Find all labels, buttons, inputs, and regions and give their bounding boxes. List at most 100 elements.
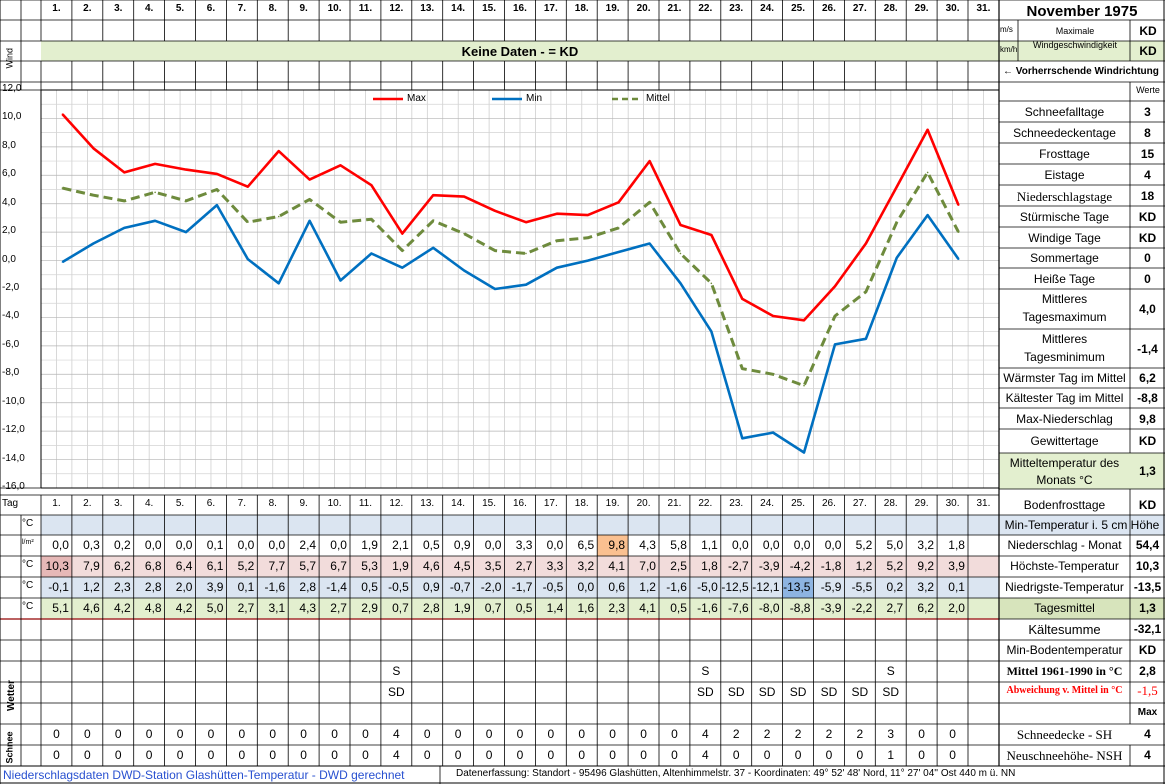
stat-value: 3 [1144, 104, 1151, 119]
table-cell: 5,7 [299, 559, 317, 573]
snow-cell: 0 [671, 727, 678, 741]
stat-value: -1,4 [1137, 341, 1158, 356]
snow-cell: 0 [949, 727, 956, 741]
data-point [92, 194, 95, 196]
snow-cell: 0 [918, 748, 925, 762]
data-point [679, 282, 682, 285]
day-header: 17. [543, 498, 558, 509]
schnee-label: Schnee [4, 731, 15, 764]
data-point [463, 269, 465, 272]
table-cell: 1,8 [701, 559, 718, 573]
y-tick-label: 10,0 [2, 111, 22, 123]
table-cell: 6,2 [114, 559, 131, 573]
day-header: 22. [698, 498, 713, 509]
footer-left: Niederschlagsdaten DWD-Station Glashütte… [3, 768, 405, 782]
day-header: 15. [482, 498, 496, 509]
table-cell: -0,7 [449, 580, 471, 594]
stat-value: KD [1138, 230, 1157, 245]
stat-label: Niederschlag - Monat [1007, 538, 1122, 552]
stat-value: 4 [1144, 748, 1151, 762]
day-header: 30. [945, 3, 960, 14]
table-cell: 5,2 [855, 538, 873, 552]
table-cell: 2,9 [361, 601, 378, 615]
stat-label: Mitteltemperatur des [1009, 456, 1120, 470]
table-row-bg [41, 515, 999, 535]
data-point [463, 232, 465, 235]
data-point [648, 201, 651, 204]
table-cell: -13,5 [783, 580, 811, 594]
mittel-month-bg [999, 453, 1165, 489]
snow-cell: 2 [856, 727, 864, 741]
snow-cell: 0 [949, 748, 956, 762]
snow-cell: 4 [392, 748, 400, 762]
table-cell: 6,7 [330, 559, 347, 573]
day-header: 11. [358, 3, 373, 14]
data-point [154, 191, 156, 194]
unit-kmh: km/h [1000, 45, 1018, 54]
wetter-label: Wetter [6, 680, 17, 711]
data-point [216, 188, 218, 191]
stat-label: Schneedeckentage [1013, 125, 1116, 140]
day-header: 13. [420, 498, 435, 509]
snow-cell: 0 [300, 727, 307, 741]
data-point [401, 266, 404, 269]
table-cell: 2,4 [299, 538, 317, 552]
data-point [525, 221, 527, 223]
month-title: November 1975 [1026, 3, 1138, 20]
snow-cell: 0 [485, 748, 493, 762]
snow-cell: 0 [238, 748, 246, 762]
snow-cell: 0 [918, 727, 925, 741]
table-cell: 0,1 [237, 580, 255, 594]
table-cell: -3,9 [820, 601, 842, 615]
row-unit: l/m² [22, 539, 34, 546]
data-point [123, 200, 126, 202]
data-point [586, 214, 589, 216]
snow-cell: 0 [207, 727, 215, 741]
stat-value: -32,1 [1133, 622, 1162, 636]
legend-label: Mittel [646, 93, 670, 104]
data-point [710, 282, 713, 285]
day-header: 4. [144, 3, 154, 14]
series-line-min [61, 203, 960, 454]
table-cell: 0,5 [423, 538, 440, 552]
table-cell: 5,3 [361, 559, 378, 573]
table-cell: 4,1 [639, 601, 656, 615]
data-point [92, 242, 95, 245]
data-point [865, 291, 867, 293]
day-header: 29. [914, 3, 929, 14]
data-point [525, 252, 527, 255]
data-point [617, 251, 620, 253]
y-tick-label: -14,0 [2, 452, 25, 464]
table-cell: 4,5 [453, 559, 471, 573]
stat-label: Monats °C [1036, 473, 1093, 487]
snow-cell: 2 [732, 727, 740, 741]
wetter-cell: SD [851, 685, 869, 699]
snow-cell: 4 [701, 727, 709, 741]
stat-label: Windige Tage [1028, 230, 1101, 245]
data-point [772, 315, 774, 317]
data-point [834, 343, 836, 346]
data-point [123, 171, 126, 174]
day-header: 7. [237, 498, 246, 509]
table-cell: -7,6 [728, 601, 749, 615]
table-cell: 0,0 [577, 580, 595, 594]
y-tick-label: 6,0 [2, 168, 16, 180]
data-point [895, 221, 898, 223]
table-cell: 2,7 [886, 601, 904, 615]
data-point [679, 224, 682, 226]
stat-value: 4 [1144, 167, 1151, 182]
stat-value: KD [1138, 434, 1157, 448]
stat-label: Stürmische Tage [1019, 209, 1110, 224]
table-cell: 2,0 [175, 580, 193, 594]
table-cell: 3,3 [515, 538, 533, 552]
data-point [586, 237, 589, 239]
table-cell: 3,9 [948, 559, 965, 573]
table-cell: 4,6 [423, 559, 440, 573]
day-header: 25. [791, 3, 805, 14]
data-point [277, 150, 280, 152]
data-point [370, 252, 373, 255]
stat-label: Min-Bodentemperatur [1006, 643, 1123, 657]
stat-value: 8 [1144, 125, 1151, 140]
day-header: 7. [237, 3, 246, 14]
table-cell: 0,2 [114, 538, 131, 552]
